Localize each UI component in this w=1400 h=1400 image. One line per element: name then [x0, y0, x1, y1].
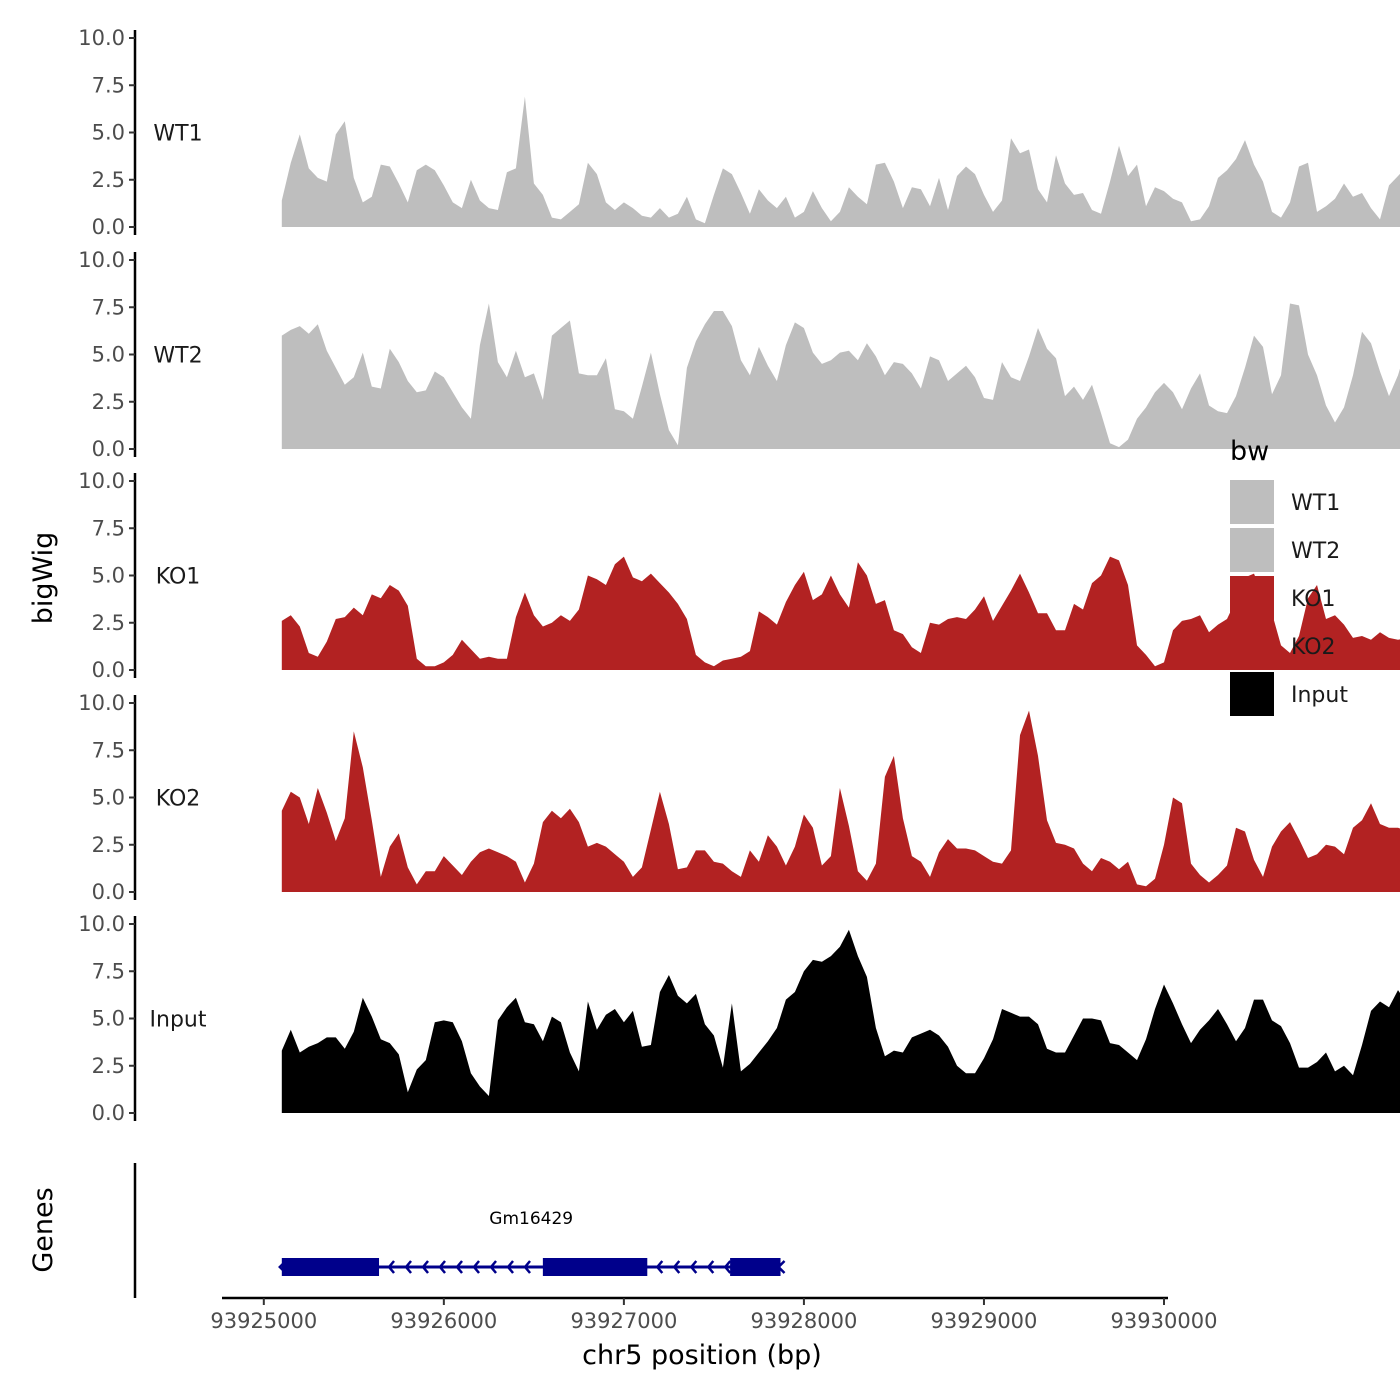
y-tick-label: 2.5 — [92, 1054, 125, 1078]
genes-panel: Genes Gm16429 — [28, 1163, 786, 1298]
y-tick-label: 2.5 — [92, 168, 125, 192]
y-tick-label: 10.0 — [78, 26, 125, 50]
x-tick-label: 93929000 — [931, 1309, 1038, 1333]
y-tick-label: 7.5 — [92, 959, 125, 983]
y-tick-label: 7.5 — [92, 73, 125, 97]
y-tick-label: 10.0 — [78, 912, 125, 936]
legend-key-ko1 — [1230, 576, 1274, 620]
track-label-input: Input — [150, 1008, 207, 1033]
y-tick-label: 10.0 — [78, 469, 125, 493]
legend-key-ko2 — [1230, 624, 1274, 668]
legend-key-wt1 — [1230, 480, 1274, 524]
strand-chevron — [455, 1260, 463, 1274]
track-label-wt2: WT2 — [153, 344, 202, 369]
y-tick-label: 2.5 — [92, 611, 125, 635]
y-tick-label: 7.5 — [92, 516, 125, 540]
strand-chevron — [404, 1260, 412, 1274]
y-tick-label: 2.5 — [92, 390, 125, 414]
track-label-ko2: KO2 — [156, 787, 201, 812]
gene-end-chevron — [776, 1260, 786, 1274]
y-tick-label: 5.0 — [92, 343, 125, 367]
y-tick-label: 0.0 — [92, 658, 125, 682]
y-tick-label: 5.0 — [92, 564, 125, 588]
gene-name-label: Gm16429 — [489, 1209, 573, 1229]
y-tick-label: 5.0 — [92, 786, 125, 810]
legend-label-wt2: WT2 — [1291, 539, 1340, 564]
legend-label-input: Input — [1291, 683, 1348, 708]
x-tick-label: 93926000 — [390, 1309, 497, 1333]
strand-chevron — [489, 1260, 497, 1274]
y-axis-title: bigWig — [28, 532, 59, 625]
track-wt2: 0.0 2.5 5.0 7.5 10.0 WT2 — [78, 248, 1400, 461]
strand-chevron — [723, 1260, 732, 1274]
x-tick-label: 93925000 — [210, 1309, 317, 1333]
track-ko1: 0.0 2.5 5.0 7.5 10.0 KO1 — [78, 469, 1400, 682]
x-tick-label: 93930000 — [1111, 1309, 1218, 1333]
coverage-area-wt2 — [281, 303, 1400, 449]
x-tick-label: 93927000 — [570, 1309, 677, 1333]
strand-chevron — [523, 1260, 531, 1274]
tracks-layer: 0.02.55.07.510.0WT10.02.55.07.510.0WT20.… — [78, 26, 1400, 1125]
strand-chevron — [689, 1260, 698, 1274]
strand-chevron — [672, 1260, 681, 1274]
strand-chevron — [421, 1260, 429, 1274]
track-input: 0.0 2.5 5.0 7.5 10.0 Input — [78, 912, 1400, 1125]
y-tick-label: 7.5 — [92, 295, 125, 319]
y-tick-label: 10.0 — [78, 248, 125, 272]
y-tick-label: 10.0 — [78, 691, 125, 715]
strand-chevron — [655, 1260, 664, 1274]
coverage-area-ko2 — [281, 710, 1400, 892]
coverage-area-wt1 — [281, 96, 1400, 227]
track-label-ko1: KO1 — [156, 565, 201, 590]
y-tick-label: 5.0 — [92, 121, 125, 145]
coverage-area-input — [281, 929, 1400, 1113]
legend-title: bw — [1230, 436, 1269, 467]
strand-chevron — [506, 1260, 514, 1274]
genes-axis-title: Genes — [28, 1187, 59, 1272]
legend-label-wt1: WT1 — [1291, 491, 1340, 516]
y-tick-label: 0.0 — [92, 880, 125, 904]
gene-end-chevron — [278, 1260, 287, 1274]
track-wt1: 0.0 2.5 5.0 7.5 10.0 WT1 — [78, 26, 1400, 239]
y-tick-label: 0.0 — [92, 215, 125, 239]
legend: bw WT1 WT2 KO1 KO2 Input — [1230, 436, 1348, 716]
strand-chevron — [706, 1260, 715, 1274]
track-ko2: 0.0 2.5 5.0 7.5 10.0 KO2 — [78, 691, 1400, 904]
y-tick-label: 0.0 — [92, 1101, 125, 1125]
legend-key-input — [1230, 672, 1274, 716]
strand-chevron — [438, 1260, 446, 1274]
track-label-wt1: WT1 — [153, 122, 202, 147]
y-tick-label: 7.5 — [92, 738, 125, 762]
coverage-area-ko1 — [281, 556, 1400, 670]
legend-key-wt2 — [1230, 528, 1274, 572]
gene-exon — [281, 1258, 380, 1276]
legend-label-ko1: KO1 — [1291, 587, 1336, 612]
gene-exon — [542, 1258, 648, 1276]
strand-chevron — [472, 1260, 480, 1274]
y-tick-label: 2.5 — [92, 833, 125, 857]
y-tick-label: 0.0 — [92, 437, 125, 461]
x-tick-label: 93928000 — [750, 1309, 857, 1333]
strand-chevron — [387, 1260, 395, 1274]
legend-label-ko2: KO2 — [1291, 635, 1336, 660]
x-axis-title: chr5 position (bp) — [582, 1340, 822, 1371]
gene-exon — [730, 1258, 781, 1276]
y-tick-label: 5.0 — [92, 1007, 125, 1031]
x-axis: 93925000 93926000 93927000 93928000 93929000… — [210, 1296, 1218, 1333]
